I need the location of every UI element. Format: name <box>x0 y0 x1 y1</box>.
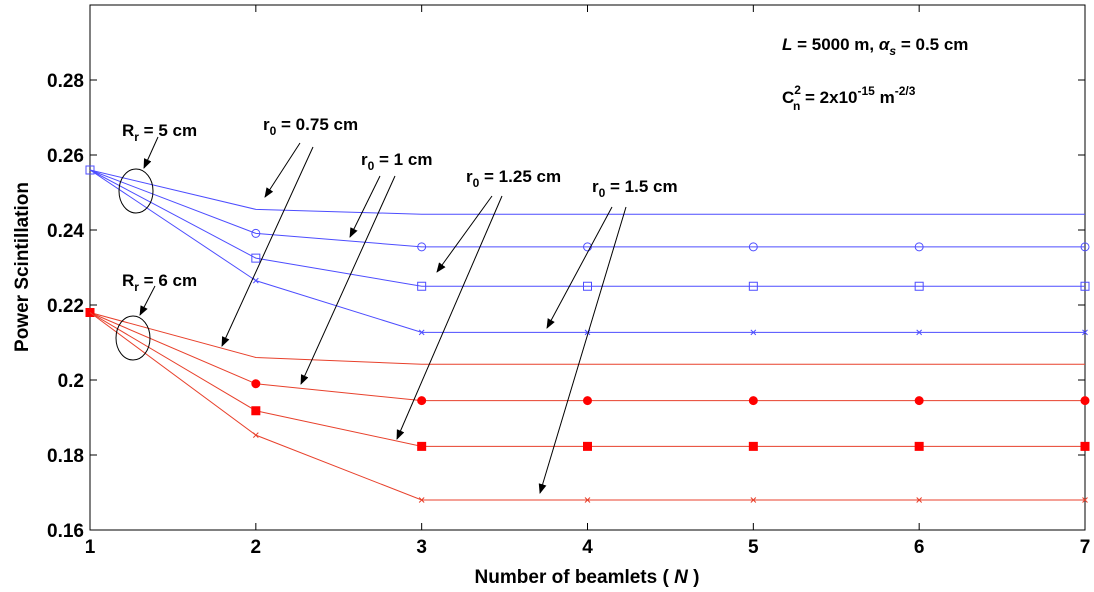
data-point <box>750 329 757 336</box>
data-point <box>251 406 261 416</box>
data-point <box>418 497 425 503</box>
data-point <box>916 497 923 503</box>
series-Rr5-r0-1_5 <box>89 169 1088 336</box>
arrow-rr6 <box>139 285 156 316</box>
series-line <box>89 169 1085 248</box>
data-point <box>1082 329 1088 336</box>
arrow-r0-125-blue <box>436 195 493 273</box>
data-point <box>1080 281 1090 291</box>
tick-labels: 1 2 3 4 5 6 7 0.16 0.18 0.2 0.22 0.24 0.26 0.28 <box>47 71 1090 558</box>
r0-label-0-75: r0 = 0.75 cm <box>263 115 358 138</box>
data-point <box>1082 497 1088 503</box>
series-layer <box>85 165 1090 503</box>
data-point <box>85 165 95 175</box>
data-point <box>1080 441 1090 451</box>
data-point <box>914 281 924 291</box>
data-point <box>252 277 259 284</box>
y-tick-label: 0.22 <box>47 296 84 317</box>
params-annotation-line1: L = 5000 m, αs = 0.5 cm <box>782 35 968 58</box>
y-tick-label: 0.2 <box>58 371 84 392</box>
series-Rr5-r0-1 <box>89 169 1090 252</box>
x-tick-label: 4 <box>582 537 593 558</box>
series-line <box>89 312 1085 365</box>
axis-ticks <box>89 5 1086 531</box>
x-tick-label: 2 <box>251 537 262 558</box>
series-Rr6-r0-0_75 <box>89 312 1085 365</box>
y-tick-label: 0.18 <box>47 446 84 467</box>
y-tick-label: 0.24 <box>47 221 84 242</box>
arrow-r0-075-red <box>221 146 314 347</box>
data-point <box>748 441 758 451</box>
arrow-r0-15-blue <box>546 206 613 329</box>
data-point <box>748 396 758 406</box>
rr6-label: Rr = 6 cm <box>122 271 197 294</box>
x-tick-label: 1 <box>85 537 96 558</box>
x-axis-title: Number of beamlets ( N ) <box>475 567 700 588</box>
data-point <box>916 329 923 336</box>
data-point <box>418 329 425 336</box>
data-point <box>1080 242 1090 252</box>
arrow-r0-1-blue <box>349 175 381 238</box>
y-tick-label: 0.26 <box>47 146 84 167</box>
data-point <box>583 396 592 406</box>
series-Rr6-r0-1 <box>89 312 1090 406</box>
data-point <box>417 396 427 406</box>
r0-label-1-25: r0 = 1.25 cm <box>466 167 561 190</box>
data-point <box>417 242 427 252</box>
data-point <box>583 281 592 291</box>
data-point <box>251 379 261 389</box>
y-axis-title: Power Scintillation <box>12 182 33 352</box>
data-point <box>583 242 592 252</box>
data-point <box>252 432 259 438</box>
series-Rr6-r0-1_5 <box>89 312 1088 503</box>
data-point <box>584 497 591 503</box>
series-line <box>89 169 1085 215</box>
data-point <box>914 441 924 451</box>
x-tick-label: 6 <box>914 537 925 558</box>
data-point <box>417 441 427 451</box>
rr5-label: Rr = 5 cm <box>122 121 197 144</box>
arrow-r0-125-red <box>396 195 503 440</box>
data-point <box>583 441 592 451</box>
arrow-rr5 <box>143 136 159 169</box>
r0-label-1-5: r0 = 1.5 cm <box>592 177 678 200</box>
data-point <box>251 253 261 263</box>
y-tick-label: 0.16 <box>47 521 84 542</box>
data-point <box>914 396 924 406</box>
r0-label-1: r0 = 1 cm <box>361 150 432 173</box>
rr6-group-ellipse <box>115 315 151 361</box>
data-point <box>748 281 758 291</box>
data-point <box>1080 396 1090 406</box>
arrow-r0-075-blue <box>264 142 301 198</box>
arrow-r0-15-red <box>538 206 627 494</box>
plot-area <box>89 4 1086 531</box>
x-tick-label: 5 <box>748 537 759 558</box>
x-tick-label: 3 <box>416 537 427 558</box>
y-tick-label: 0.28 <box>47 71 84 92</box>
series-Rr5-r0-1_25 <box>85 165 1090 291</box>
rr5-group-ellipse <box>118 168 154 214</box>
data-point <box>750 497 757 503</box>
arrow-r0-1-red <box>300 175 396 385</box>
params-annotation-line2: C2 n = 2x10-15 m-2/3 <box>782 83 916 113</box>
data-point <box>417 281 427 291</box>
data-point <box>251 228 261 238</box>
series-line <box>89 169 1085 287</box>
x-tick-label: 7 <box>1080 537 1091 558</box>
series-Rr5-r0-0_75 <box>89 169 1085 215</box>
data-point <box>914 242 924 252</box>
annotation-arrows <box>139 136 627 494</box>
data-point <box>748 242 758 252</box>
